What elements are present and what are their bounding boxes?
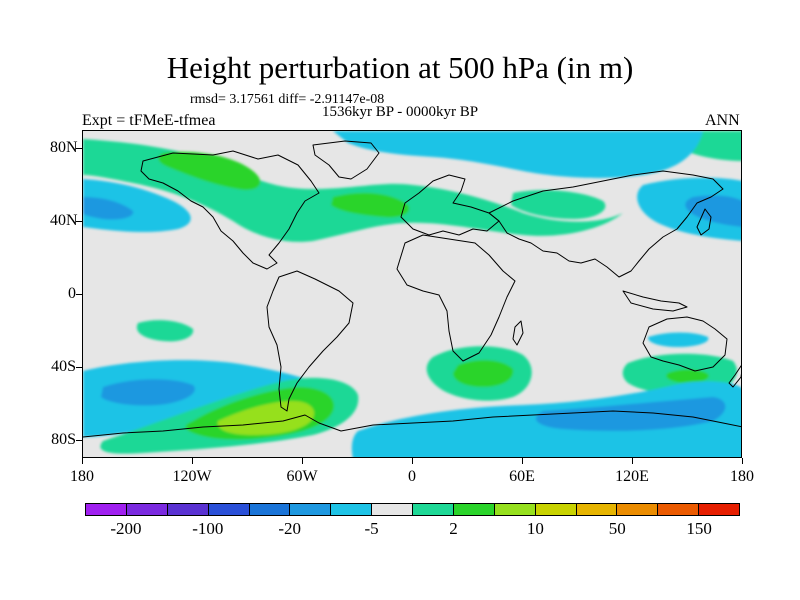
positive-core-atlantic	[331, 192, 410, 218]
colorbar-label: -20	[278, 519, 302, 538]
negative-core-north-pacific	[83, 197, 134, 220]
lat-tick-mark	[76, 366, 82, 368]
coastline-indonesia	[622, 290, 688, 312]
coastline-new-zealand	[728, 365, 741, 388]
lat-tick-mark	[76, 148, 82, 150]
positive-max-south-pacific	[217, 401, 315, 435]
coastlines	[83, 140, 741, 438]
colorbar-swatch	[576, 504, 618, 515]
negative-region-southern-ocean-west	[83, 360, 326, 437]
lat-tick-label: 80S	[51, 430, 76, 448]
lon-tick-mark	[412, 458, 413, 464]
lat-tick-mark	[76, 221, 82, 223]
lon-tick-label: 0	[408, 468, 416, 485]
lon-tick-mark	[742, 458, 743, 464]
negative-core-southern-ocean-east	[535, 397, 726, 431]
coastline-antarctica	[83, 410, 741, 438]
colorbar-swatch	[699, 504, 739, 515]
colorbar-swatch	[290, 504, 332, 515]
lon-tick-mark	[82, 458, 83, 464]
lon-tick-label: 60E	[509, 468, 535, 485]
coastline-australia	[642, 316, 728, 372]
lat-tick-label: 80N	[50, 139, 78, 157]
colorbar-swatch	[658, 504, 700, 515]
lat-tick-label: 40S	[51, 357, 76, 375]
colorbar-swatch	[86, 504, 127, 515]
experiment-label: Expt = tFMeE-tfmea	[82, 112, 216, 129]
coastline-africa	[396, 234, 516, 362]
coastline-south-america	[266, 270, 354, 412]
map-panel	[82, 130, 742, 458]
colorbar-swatch	[453, 504, 495, 515]
lon-tick-label: 120W	[172, 468, 212, 485]
lon-tick-mark	[192, 458, 193, 464]
map-title: Height perturbation at 500 hPa (in m)	[166, 50, 634, 85]
colorbar-swatch	[331, 504, 373, 515]
lon-tick-label: 120E	[615, 468, 649, 485]
coastline-asia	[488, 170, 724, 278]
colorbar-label: -5	[364, 519, 379, 538]
rmsd-diff-stats: rmsd= 3.17561 diff= -2.91147e-08	[190, 92, 385, 107]
colorbar-swatch	[617, 504, 659, 515]
positive-region-siberia	[511, 190, 606, 219]
colorbar-swatch	[126, 504, 168, 515]
lon-tick-mark	[522, 458, 523, 464]
negative-core-north-pacific-east	[685, 195, 741, 227]
coastline-greenland	[312, 140, 380, 180]
positive-core-south-africa	[453, 360, 514, 387]
colorbar-label: 2	[449, 519, 458, 538]
time-period-label: 1536kyr BP - 0000kyr BP	[322, 104, 479, 120]
coastline-japan	[696, 208, 712, 236]
colorbar-swatch	[535, 504, 577, 515]
colorbar	[85, 503, 740, 516]
contour-fills	[83, 131, 741, 457]
coastline-madagascar	[512, 320, 524, 346]
negative-region-arctic	[333, 131, 703, 178]
lon-tick-label: 60W	[286, 468, 318, 485]
lon-tick-mark	[302, 458, 303, 464]
colorbar-label: -200	[110, 519, 142, 538]
colorbar-label: 50	[608, 519, 626, 538]
colorbar-label: -100	[192, 519, 224, 538]
negative-core-southern-ocean-west	[101, 379, 195, 406]
colorbar-swatch	[494, 504, 536, 515]
positive-region-south-pacific-west	[136, 320, 194, 342]
coastline-europe	[400, 174, 500, 236]
season-label: ANN	[705, 112, 740, 129]
lat-tick-label: 0	[68, 285, 76, 302]
coastline-north-america	[140, 150, 320, 270]
positive-core-greenland	[158, 151, 261, 190]
lon-tick-mark	[632, 458, 633, 464]
negative-region-west-pacific-south	[647, 332, 709, 347]
colorbar-swatch	[372, 504, 413, 515]
lat-tick-mark	[76, 294, 82, 295]
lon-tick-label: 180	[730, 468, 754, 485]
positive-core-south-indian-east	[666, 369, 709, 384]
lon-tick-label: 180	[70, 468, 94, 485]
colorbar-label: 150	[686, 519, 712, 538]
lat-tick-mark	[76, 439, 82, 441]
colorbar-swatch	[413, 504, 454, 515]
colorbar-swatch	[167, 504, 209, 515]
contour-map	[83, 131, 741, 457]
colorbar-swatch	[208, 504, 250, 515]
lat-tick-label: 40N	[50, 212, 78, 230]
colorbar-swatch	[249, 504, 291, 515]
colorbar-label: 10	[526, 519, 544, 538]
